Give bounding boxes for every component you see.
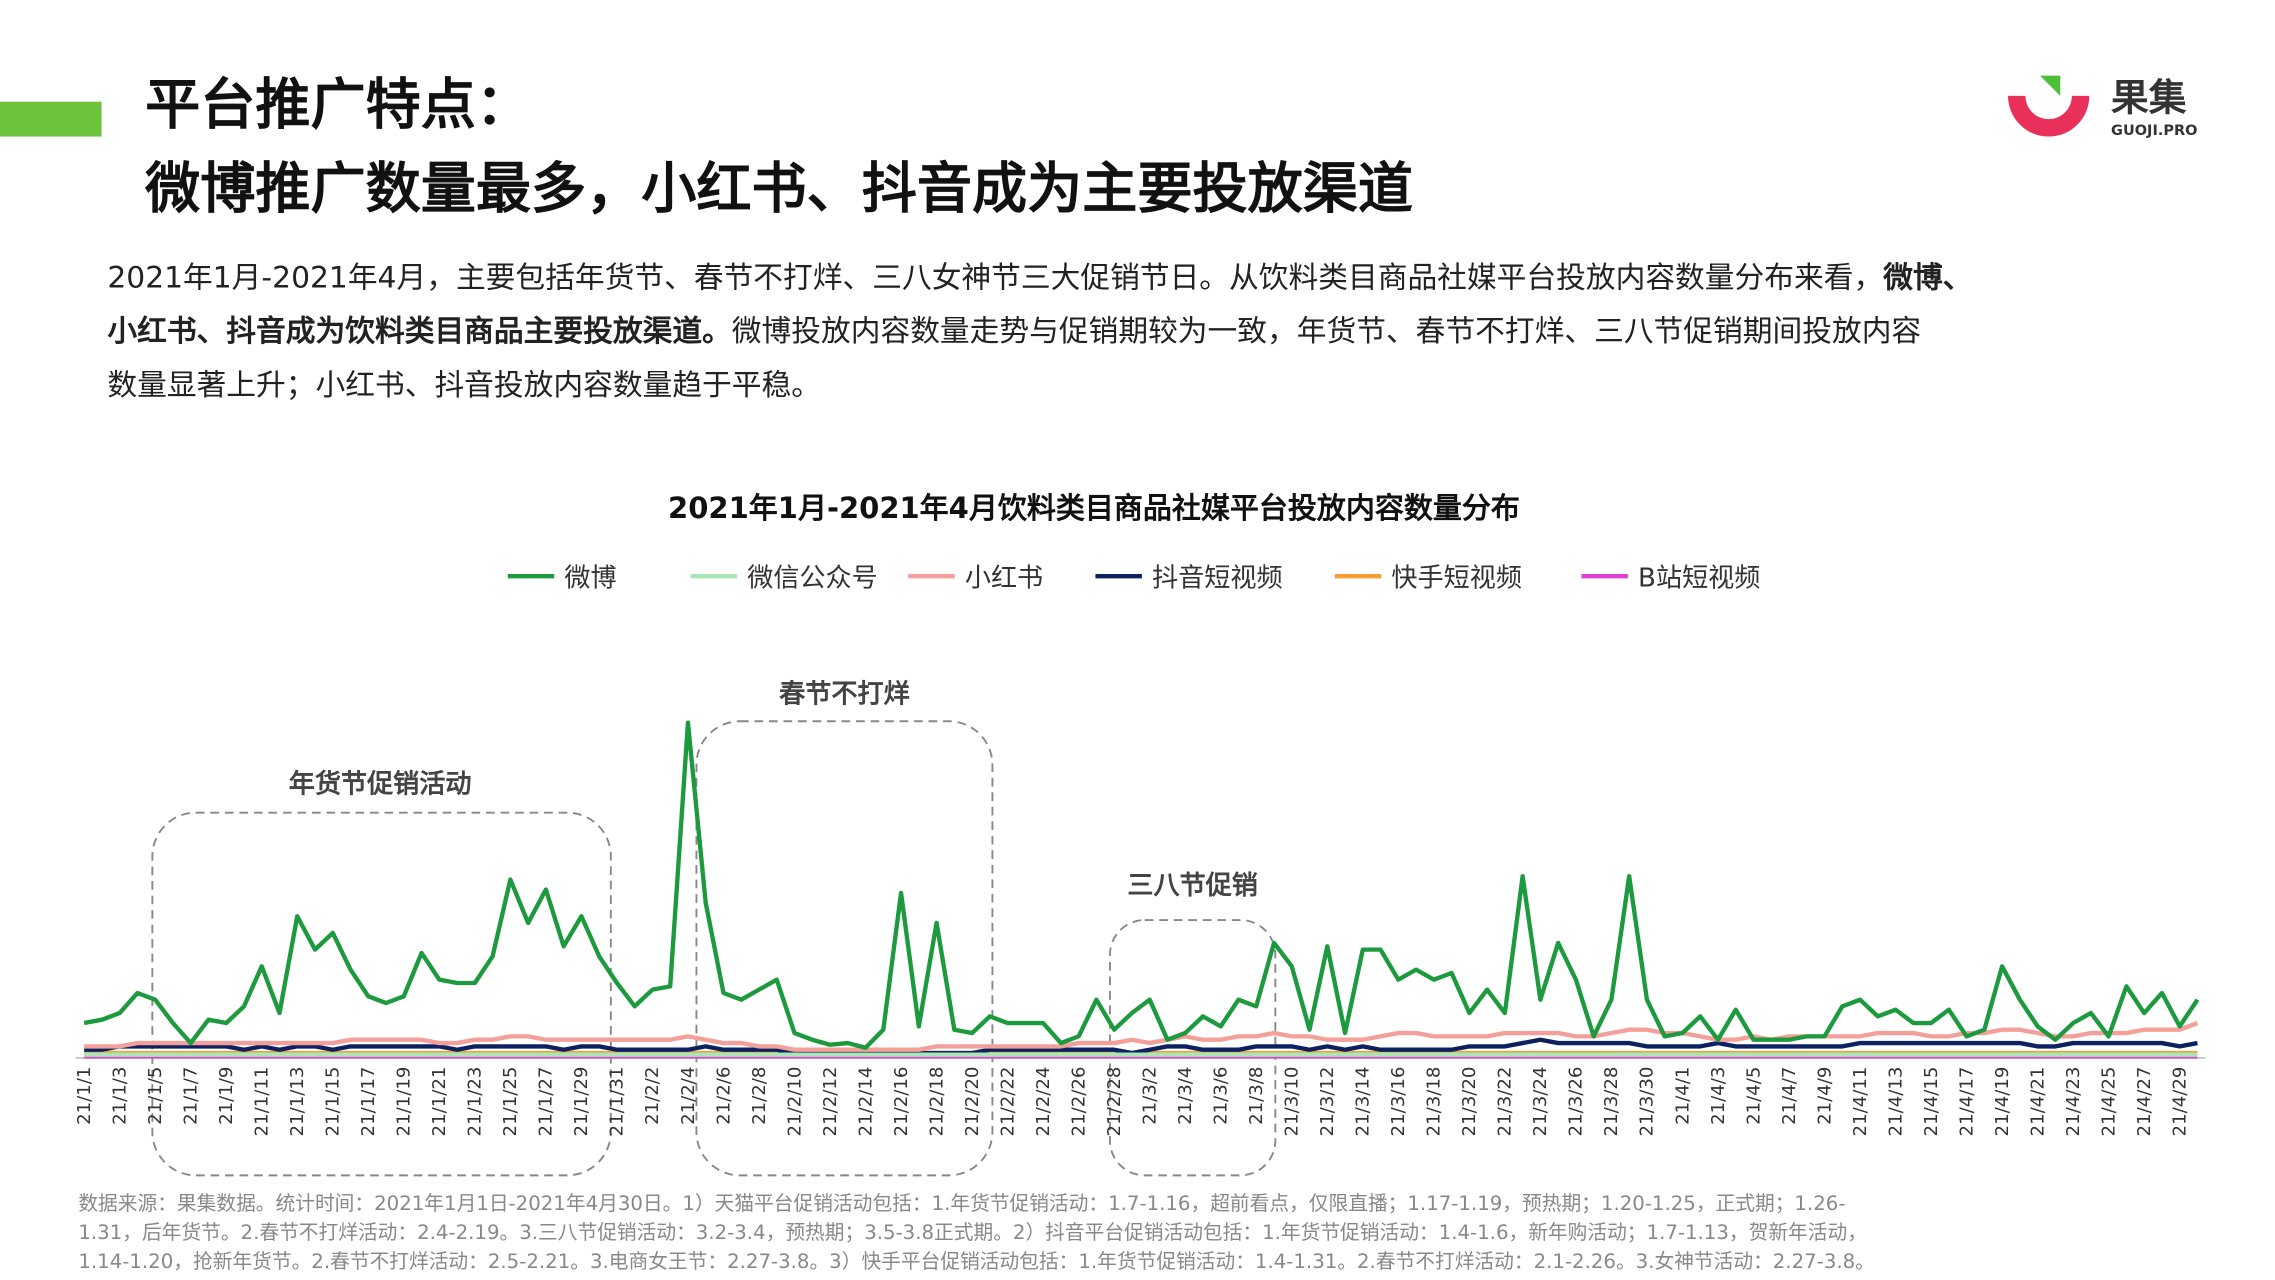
- annotation: 三八节促销: [1127, 871, 1258, 901]
- annotation-box: [1108, 919, 1277, 1177]
- x-tick-label: 21/4/13: [1885, 1067, 1906, 1137]
- legend-label: B站短视频: [1638, 563, 1760, 593]
- intro: 2021年1月-2021年4月，主要包括年货节、春节不打烊、三八女神节三大促销节…: [107, 260, 1972, 402]
- x-tick-label: 21/4/19: [1992, 1067, 2013, 1137]
- x-tick-label: 21/2/20: [962, 1067, 983, 1137]
- x-tick-label: 21/1/19: [394, 1067, 415, 1137]
- x-tick-label: 21/1/21: [429, 1067, 450, 1137]
- x-tick-label: 21/2/22: [997, 1067, 1018, 1137]
- x-tick-label: 21/1/25: [500, 1067, 521, 1137]
- x-tick-label: 21/2/14: [855, 1067, 876, 1137]
- annotation: 年货节促销活动: [289, 768, 472, 799]
- footnote-line: 1.31，后年货节。2.春节不打烊活动：2.4-2.19。3.三八节促销活动：3…: [78, 1221, 1867, 1244]
- x-tick-label: 21/2/18: [926, 1067, 947, 1137]
- x-tick-label: 21/4/7: [1779, 1067, 1800, 1125]
- legend-label: 小红书: [965, 563, 1043, 593]
- chart-title: 2021年1月-2021年4月饮料类目商品社媒平台投放内容数量分布: [668, 491, 1520, 525]
- x-tick-label: 21/2/6: [713, 1067, 734, 1125]
- legend-label: 抖音短视频: [1152, 563, 1283, 593]
- series-line: [84, 1037, 2198, 1056]
- x-tick-label: 21/3/24: [1530, 1067, 1551, 1137]
- x-tick-label: 21/3/8: [1246, 1067, 1267, 1125]
- x-tick-label: 21/1/13: [287, 1067, 308, 1137]
- logo-mark: [2008, 95, 2090, 137]
- x-tick-label: 21/4/27: [2134, 1067, 2155, 1137]
- x-tick-label: 21/3/22: [1495, 1067, 1516, 1137]
- x-tick-label: 21/2/28: [1104, 1067, 1125, 1137]
- x-tick-label: 21/3/28: [1601, 1067, 1622, 1137]
- x-tick-label: 21/2/4: [678, 1067, 699, 1125]
- x-tick-label: 21/1/29: [571, 1067, 592, 1137]
- x-tick-label: 21/3/18: [1424, 1067, 1445, 1137]
- footnote-line: 数据来源：果集数据。统计时间：2021年1月1日-2021年4月30日。1）天猫…: [78, 1192, 1845, 1215]
- annotation: 春节不打烊: [779, 679, 910, 709]
- legend: 微博 微信公众号 小红书 抖音短视频 快手短视频 B站短视频: [507, 563, 1760, 593]
- x-tick-label: 21/2/12: [820, 1067, 841, 1137]
- x-tick-label: 21/4/21: [2027, 1067, 2048, 1137]
- title: 微博推广数量最多，小红书、抖音成为主要投放渠道: [144, 158, 1413, 222]
- x-tick-label: 21/4/3: [1708, 1067, 1729, 1125]
- x-tick-label: 21/4/23: [2063, 1067, 2084, 1137]
- x-tick-label: 21/4/1: [1672, 1067, 1693, 1125]
- x-tick-label: 21/2/24: [1033, 1067, 1054, 1137]
- intro-run: 小红书、抖音成为饮料类目商品主要投放渠道。: [107, 314, 731, 349]
- logo-sub: GUOJI.PRO: [2111, 123, 2197, 139]
- footnote: 数据来源：果集数据。统计时间：2021年1月1日-2021年4月30日。1）天猫…: [78, 1192, 1875, 1273]
- x-tick-label: 21/1/27: [536, 1067, 557, 1137]
- legend-label: 微博: [564, 563, 616, 593]
- x-tick-label: 21/3/12: [1317, 1067, 1338, 1137]
- x-tick-label: 21/2/26: [1068, 1067, 1089, 1137]
- x-tick-label: 21/2/16: [891, 1067, 912, 1137]
- intro-run: 2021年1月-2021年4月，主要包括年货节、春节不打烊、三八女神节三大促销节…: [107, 260, 1883, 295]
- x-tick-label: 21/1/7: [181, 1067, 202, 1125]
- x-tick-label: 21/1/1: [74, 1067, 95, 1125]
- intro-run: 微博、: [1882, 260, 1972, 295]
- x-tick-label: 21/4/17: [1956, 1067, 1977, 1137]
- x-tick-label: 21/3/16: [1388, 1067, 1409, 1137]
- x-tick-label: 21/1/17: [358, 1067, 379, 1137]
- footnote-line: 1.14-1.20，抢新年货节。2.春节不打烊活动：2.5-2.21。3.电商女…: [78, 1250, 1875, 1273]
- x-tick-label: 21/3/26: [1566, 1067, 1587, 1137]
- x-tick-label: 21/3/2: [1139, 1067, 1160, 1125]
- intro-line: 2021年1月-2021年4月，主要包括年货节、春节不打烊、三八女神节三大促销节…: [107, 260, 1972, 295]
- x-tick-label: 21/1/3: [109, 1067, 130, 1125]
- series-line: [83, 720, 2200, 1050]
- x-tick-label: 21/4/11: [1850, 1067, 1871, 1137]
- x-tick-label: 21/4/29: [2170, 1067, 2191, 1137]
- plot: 21/1/1 21/1/3 21/1/5 21/1/7 21/1/9 21/1/11 21/…: [74, 720, 2200, 1137]
- series-line: [84, 1020, 2199, 1052]
- accent-bar: [0, 101, 102, 137]
- x-tick-label: 21/3/30: [1637, 1067, 1658, 1137]
- x-tick-label: 21/1/23: [465, 1067, 486, 1137]
- legend-label: 快手短视频: [1391, 563, 1522, 593]
- x-tick-label: 21/3/4: [1175, 1067, 1196, 1125]
- x-tick-label: 21/1/9: [216, 1067, 237, 1125]
- x-tick-label: 21/1/11: [252, 1067, 273, 1137]
- intro-run: 微博投放内容数量走势与促销期较为一致，年货节、春节不打烊、三八节促销期间投放内容: [732, 314, 1921, 349]
- intro-run: 数量显著上升；小红书、抖音投放内容数量趋于平稳。: [107, 368, 821, 403]
- title: 平台推广特点：: [145, 73, 531, 137]
- logo-text: 果集: [2111, 75, 2187, 119]
- x-tick-label: 21/3/14: [1353, 1067, 1374, 1137]
- x-tick-label: 21/2/10: [784, 1067, 805, 1137]
- x-tick-label: 21/2/2: [642, 1067, 663, 1125]
- x-tick-label: 21/4/15: [1921, 1067, 1942, 1137]
- x-tick-label: 21/3/10: [1282, 1067, 1303, 1137]
- x-tick-label: 21/3/6: [1211, 1067, 1232, 1125]
- legend-label: 微信公众号: [747, 563, 878, 593]
- x-tick-label: 21/1/15: [323, 1067, 344, 1137]
- x-tick-label: 21/3/20: [1459, 1067, 1480, 1137]
- x-tick-label: 21/1/5: [145, 1067, 166, 1125]
- x-tick-label: 21/4/5: [1743, 1067, 1764, 1125]
- intro-line: 小红书、抖音成为饮料类目商品主要投放渠道。微博投放内容数量走势与促销期较为一致，…: [107, 314, 1921, 349]
- x-tick-label: 21/2/8: [749, 1067, 770, 1125]
- intro-line: 数量显著上升；小红书、抖音投放内容数量趋于平稳。: [107, 368, 821, 403]
- logo-mark: [2039, 75, 2061, 96]
- x-tick-label: 21/4/9: [1814, 1067, 1835, 1125]
- x-tick-label: 21/1/31: [607, 1067, 628, 1137]
- annotation-box: [695, 720, 994, 1177]
- x-tick-label: 21/4/25: [2098, 1067, 2119, 1137]
